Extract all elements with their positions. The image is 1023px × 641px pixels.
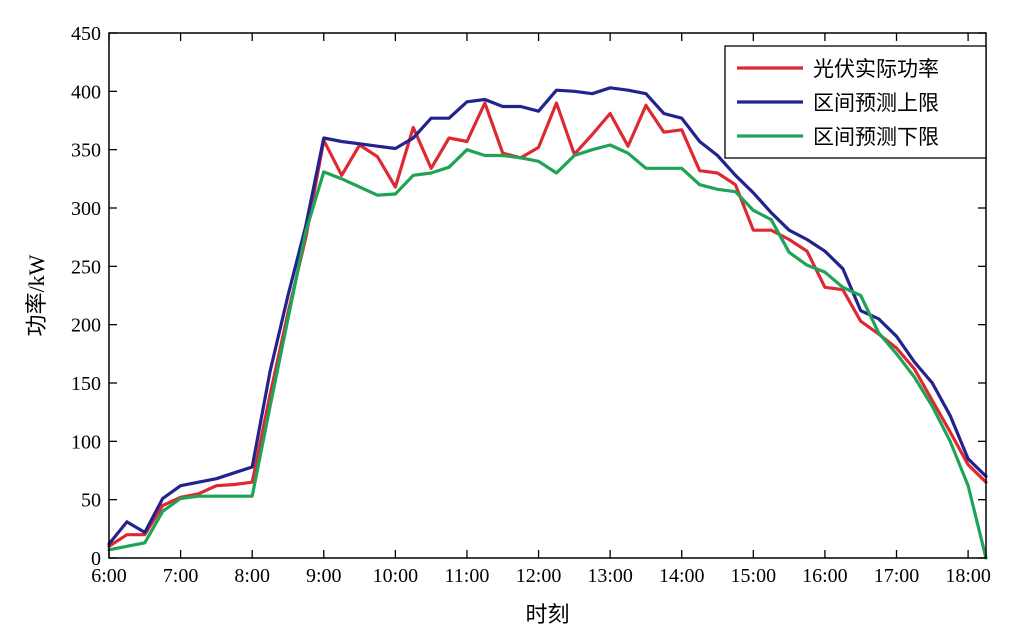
series-line-3 [107,143,988,560]
series-line-1 [107,101,988,548]
y-tick-label: 350 [71,140,101,162]
x-tick-label: 13:00 [587,565,633,587]
x-tick-label: 6:00 [91,565,127,587]
series-layer [107,86,988,560]
x-axis-title: 时刻 [525,602,569,627]
y-tick-label: 300 [71,198,101,220]
x-tick-label: 17:00 [874,565,920,587]
y-tick-label: 400 [71,81,101,103]
x-tick-label: 11:00 [445,565,490,587]
x-tick-label: 9:00 [306,565,342,587]
x-tick-label: 16:00 [802,565,848,587]
x-tick-label: 7:00 [163,565,199,587]
y-tick-label: 150 [71,373,101,395]
y-tick-label: 0 [91,548,101,570]
x-tick-label: 12:00 [516,565,562,587]
y-tick-label: 250 [71,256,101,278]
x-tick-label: 8:00 [234,565,270,587]
x-tick-label: 14:00 [659,565,705,587]
axes-frame [108,32,987,559]
x-tick-label: 15:00 [731,565,777,587]
legend-label-3: 区间预测下限 [813,125,939,149]
ticks-layer: 6:00 7:00 8:00 9:00 10:00 11:00 12:00 13:00 14:0… [71,23,991,587]
axes-layer [108,32,987,559]
x-tick-label: 10:00 [373,565,419,587]
x-tick-label: 18:00 [945,565,991,587]
y-axis-title: 功率/kW [24,254,49,336]
series-line-2 [107,86,988,546]
y-tick-label: 450 [71,23,101,45]
legend-label-1: 光伏实际功率 [813,57,939,81]
y-tick-label: 200 [71,315,101,337]
y-tick-label: 100 [71,431,101,453]
y-tick-label: 50 [81,490,101,512]
legend-label-2: 区间预测上限 [813,91,939,115]
